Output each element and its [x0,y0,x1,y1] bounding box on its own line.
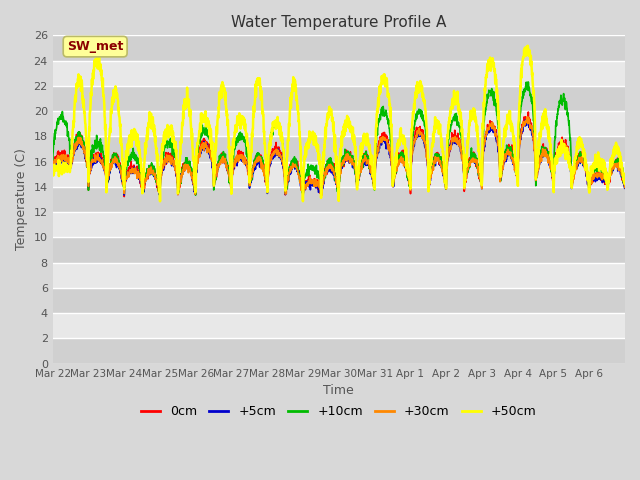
0cm [621,179,629,185]
+10cm [544,150,552,156]
+5cm [544,152,552,158]
+30cm [511,168,519,174]
+50cm [524,43,532,48]
+10cm [156,193,164,199]
X-axis label: Time: Time [323,384,354,397]
Line: +50cm: +50cm [52,46,625,201]
0cm [614,160,621,166]
Bar [52,313,625,338]
Line: +10cm: +10cm [52,82,625,196]
+50cm [49,167,56,173]
+5cm [106,170,114,176]
+10cm [230,155,237,160]
+50cm [621,181,629,187]
+30cm [106,167,114,173]
Bar [52,36,625,60]
+50cm [374,109,381,115]
0cm [106,166,114,171]
Bar [52,136,625,162]
+10cm [49,167,56,173]
+30cm [230,161,237,167]
Bar [52,60,625,86]
Bar [52,212,625,238]
+10cm [106,166,114,172]
Line: +5cm: +5cm [52,119,625,196]
Bar [52,338,625,364]
+10cm [374,132,381,138]
Title: Water Temperature Profile A: Water Temperature Profile A [231,15,447,30]
+5cm [374,150,381,156]
+50cm [511,156,519,161]
+5cm [524,116,531,122]
+10cm [614,160,621,166]
+5cm [511,167,519,173]
Text: SW_met: SW_met [67,40,124,53]
0cm [525,109,532,115]
+50cm [614,147,621,153]
+50cm [156,198,164,204]
Line: +30cm: +30cm [52,117,625,196]
+30cm [300,193,307,199]
0cm [120,194,128,200]
+30cm [374,152,381,157]
+30cm [49,165,56,171]
0cm [49,161,56,167]
+10cm [621,183,629,189]
+5cm [335,193,342,199]
+5cm [230,167,237,173]
+5cm [49,167,56,172]
+30cm [544,156,552,161]
Legend: 0cm, +5cm, +10cm, +30cm, +50cm: 0cm, +5cm, +10cm, +30cm, +50cm [136,400,541,423]
Bar [52,187,625,212]
+50cm [544,130,552,136]
+5cm [614,162,621,168]
+30cm [614,162,621,168]
Bar [52,162,625,187]
0cm [544,151,552,157]
+10cm [511,163,519,169]
Bar [52,86,625,111]
0cm [511,164,519,170]
+30cm [621,182,629,188]
+10cm [525,79,532,85]
+30cm [524,114,531,120]
+50cm [230,139,237,145]
Bar [52,111,625,136]
0cm [374,147,381,153]
Bar [52,263,625,288]
0cm [230,164,237,169]
Y-axis label: Temperature (C): Temperature (C) [15,149,28,251]
+50cm [106,127,114,133]
Bar [52,288,625,313]
+5cm [621,184,629,190]
Line: 0cm: 0cm [52,112,625,197]
Bar [52,238,625,263]
